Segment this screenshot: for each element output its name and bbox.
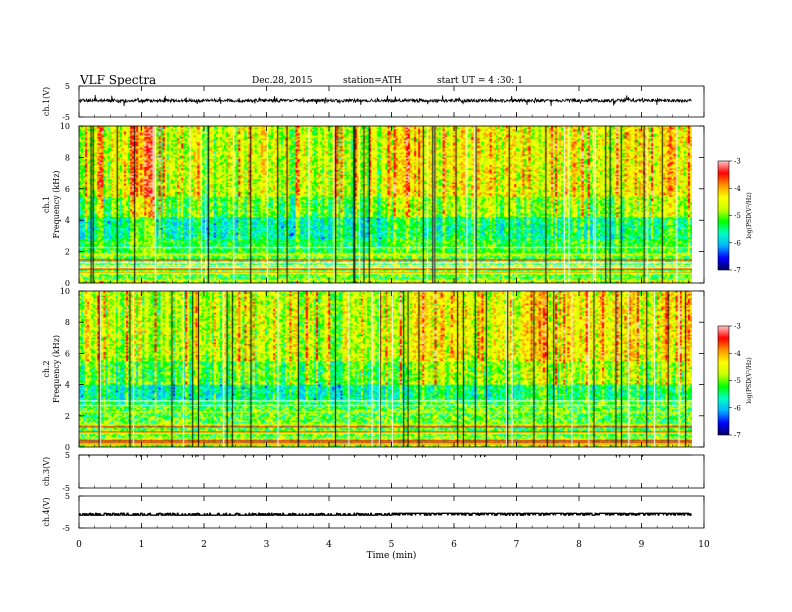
station-label: station=ATH xyxy=(343,76,402,86)
y-tick-label: 6 xyxy=(65,185,70,194)
colorbar-tick-label: -7 xyxy=(734,267,741,275)
y-tick-label: 5 xyxy=(65,451,70,460)
x-tick-label: 0 xyxy=(76,540,82,550)
colorbar-tick-label: -4 xyxy=(734,350,741,358)
y-tick-label: 2 xyxy=(65,248,70,257)
y-axis-label: Frequency (kHz) xyxy=(52,335,61,403)
waveform-trace xyxy=(78,94,692,107)
x-tick-label: 9 xyxy=(639,540,645,550)
colorbar-label: log(PSD(V²/Hz) xyxy=(746,357,753,404)
colorbar-tick-label: -3 xyxy=(734,158,741,166)
y-axis-label: ch.3(V) xyxy=(42,457,51,486)
channel-label: ch.2 xyxy=(42,360,51,377)
spectrogram-image xyxy=(79,291,692,447)
panels-layer xyxy=(78,94,729,516)
y-tick-label: 6 xyxy=(65,349,70,358)
colorbar-tick-label: -5 xyxy=(734,212,741,220)
x-tick-label: 6 xyxy=(451,540,457,550)
y-tick-label: 2 xyxy=(65,412,70,421)
x-axis-label: Time (min) xyxy=(367,550,417,561)
colorbar-tick-label: -3 xyxy=(734,323,741,331)
colorbar-tick-label: -7 xyxy=(734,432,741,440)
waveform-trace xyxy=(78,512,692,516)
y-tick-label: 8 xyxy=(65,318,70,327)
figure-title: VLF Spectra xyxy=(79,73,156,87)
y-tick-label: -5 xyxy=(62,113,70,122)
colorbar-tick-label: -5 xyxy=(734,377,741,385)
y-tick-label: 8 xyxy=(65,153,70,162)
y-axis-label: ch.4(V) xyxy=(42,497,51,526)
y-tick-label: 4 xyxy=(65,381,70,390)
channel-label: ch.1 xyxy=(42,196,51,213)
y-axis-label: ch.1(V) xyxy=(42,87,51,116)
colorbar-tick-label: -4 xyxy=(734,185,741,193)
y-axis-label: Frequency (kHz) xyxy=(52,170,61,238)
x-tick-label: 2 xyxy=(201,540,207,550)
y-tick-label: 4 xyxy=(65,216,70,225)
y-tick-label: -5 xyxy=(62,524,70,533)
y-tick-label: 10 xyxy=(60,287,70,296)
x-tick-label: 10 xyxy=(698,540,710,550)
y-tick-label: 0 xyxy=(65,443,70,452)
x-tick-label: 7 xyxy=(514,540,520,550)
spectrogram-image xyxy=(79,126,692,283)
colorbar-label: log(PSD(V²/Hz) xyxy=(746,192,753,239)
start-ut-label: start UT = 4 :30: 1 xyxy=(437,76,523,86)
colorbar xyxy=(718,161,729,270)
x-tick-label: 8 xyxy=(576,540,582,550)
colorbar xyxy=(718,326,729,435)
colorbar-tick-label: -6 xyxy=(734,239,741,247)
colorbar-tick-label: -6 xyxy=(734,404,741,412)
y-tick-label: 0 xyxy=(65,279,70,288)
y-tick-label: 5 xyxy=(65,492,70,501)
y-tick-label: -5 xyxy=(62,484,70,493)
y-tick-label: 5 xyxy=(65,82,70,91)
x-tick-label: 3 xyxy=(264,540,270,550)
x-tick-label: 1 xyxy=(139,540,145,550)
x-tick-label: 4 xyxy=(326,540,332,550)
x-tick-label: 5 xyxy=(389,540,395,550)
y-tick-label: 10 xyxy=(60,122,70,131)
recording-date: Dec.28, 2015 xyxy=(252,76,313,86)
